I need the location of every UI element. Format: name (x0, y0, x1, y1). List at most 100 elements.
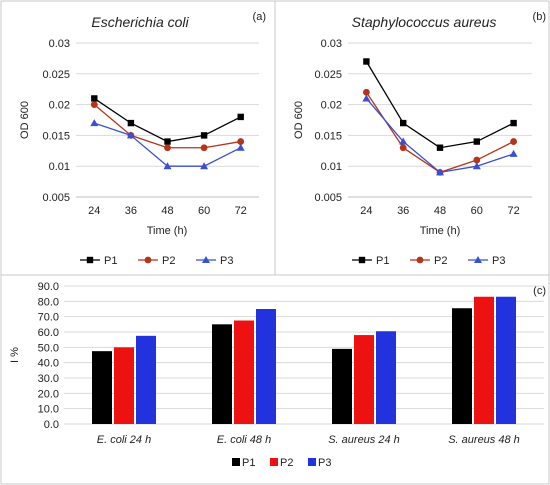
panel-c-x-tick-label: E. coli 24 h (97, 434, 151, 446)
panel-c-legend-p3-swatch (308, 458, 316, 466)
panel-c-y-tick-label: 40.0 (38, 358, 59, 370)
panel-c-bar-p1 (212, 324, 232, 424)
panel-b-legend-p1-marker (358, 256, 366, 264)
panel-a-y-axis-title: OD 600 (19, 101, 31, 139)
panel-b-series-p2-point (473, 156, 481, 164)
panel-a-title: Escherichia coli (91, 14, 189, 30)
panel-a-series-p3-point (90, 119, 99, 127)
panel-c-legend-p1-label: P1 (242, 457, 255, 469)
panel-b-series-p1-point (473, 138, 480, 145)
panel-c-y-tick-label: 30.0 (38, 373, 59, 385)
panel-b-x-tick-label: 24 (360, 205, 372, 217)
panel-a-x-tick-label: 48 (161, 205, 173, 217)
panel-c-y-tick-label: 70.0 (38, 312, 59, 324)
panel-b-y-tick-label: 0.03 (321, 38, 342, 50)
panel-c-bar-p3 (376, 331, 396, 424)
panel-a-series-p1-point (200, 132, 208, 139)
panel-a-series-p3-point (200, 162, 209, 170)
panel-a-legend-p1-label: P1 (104, 255, 117, 267)
panel-c-x-tick-label: E. coli 48 h (217, 434, 271, 446)
panel-a-label: (a) (253, 11, 266, 23)
panel-a-legend-p1-marker (86, 256, 94, 264)
panel-a-y-tick-label: 0.03 (49, 38, 70, 50)
panel-c-legend-p2-label: P2 (280, 457, 293, 469)
panel-a-x-tick-label: 36 (125, 205, 137, 217)
panel-c-y-tick-label: 50.0 (38, 342, 59, 354)
panel-b-series-p3-point (362, 94, 371, 102)
panel-a-legend-p2-label: P2 (162, 255, 175, 267)
panel-a-series-p1-point (237, 113, 244, 121)
panel-b-title: Staphylococcus aureus (352, 14, 497, 30)
panel-b-series-p3-point (509, 149, 518, 157)
panel-a-y-tick-label: 0.005 (42, 192, 70, 204)
panel-a-y-tick-label: 0.01 (49, 161, 70, 173)
panel-b-series-p1-point (510, 119, 517, 127)
panel-a-y-tick-label: 0.015 (42, 130, 70, 142)
panel-a-legend-p3-marker (202, 256, 210, 263)
panel-c-legend-p3-label: P3 (318, 457, 331, 469)
panel-b-legend-p3-label: P3 (492, 255, 505, 267)
panel-c-y-tick-label: 60.0 (38, 327, 59, 339)
panel-b-legend-p3-marker (474, 256, 482, 263)
panel-c-legend-p1-swatch (232, 458, 240, 466)
panel-a-y-tick-label: 0.025 (42, 69, 70, 81)
panel-c-frame (0, 274, 550, 485)
panel-a-series-p1-point (91, 95, 98, 102)
panel-a-series-p2-point (237, 138, 245, 145)
panel-a-x-tick-label: 72 (235, 205, 247, 217)
panel-b-series-p2-point (363, 88, 370, 96)
panel-a-series-p3-point (126, 131, 135, 139)
panel-a-series-p2-point (200, 144, 208, 152)
panel-c-y-tick-label: 10.0 (38, 404, 59, 416)
panel-a-series-p1-point (127, 119, 135, 127)
panel-b-label: (b) (533, 11, 546, 23)
panel-b-series-p2-point (510, 138, 517, 145)
panel-a-series-p3-point (236, 143, 245, 151)
panel-b-x-tick-label: 72 (507, 205, 519, 217)
panel-c-bar-p1 (452, 308, 472, 424)
panel-c-bar-p2 (234, 320, 254, 424)
panel-c-bar-p2 (114, 347, 134, 424)
panel-c-label: (c) (533, 285, 546, 297)
panel-a-series-p1-point (164, 138, 171, 145)
panel-b-series-p3-point (399, 137, 408, 145)
panel-b-x-axis-title: Time (h) (420, 225, 461, 237)
panel-b-series-p3-point (472, 162, 481, 170)
panel-b-y-tick-label: 0.005 (314, 192, 342, 204)
panel-c-y-tick-label: 80.0 (38, 296, 59, 308)
panel-a-x-axis-title: Time (h) (147, 225, 188, 237)
panel-c-legend-p2-swatch (270, 458, 278, 466)
panel-b-y-axis-title: OD 600 (293, 101, 305, 139)
panel-c-y-tick-label: 20.0 (38, 388, 59, 400)
panel-c-x-tick-label: S. aureus 48 h (448, 434, 520, 446)
panel-a-legend-p2-marker (144, 256, 152, 264)
panel-b-legend-p2-label: P2 (434, 255, 447, 267)
panel-b-series-p2-point (399, 144, 407, 152)
panel-b-series-p1-point (400, 119, 407, 127)
panel-b-y-tick-label: 0.025 (314, 69, 342, 81)
panel-c-y-tick-label: 0.0 (44, 419, 59, 431)
panel-a-x-tick-label: 24 (88, 205, 100, 217)
panel-b-y-tick-label: 0.015 (314, 130, 342, 142)
panel-b-x-tick-label: 36 (397, 205, 409, 217)
panel-c-y-axis-title: I % (9, 347, 21, 363)
panel-b-series-p1-point (436, 144, 444, 151)
panel-c-bar-p2 (354, 335, 374, 424)
panel-c-bar-p1 (92, 351, 112, 424)
panel-a-y-tick-label: 0.02 (49, 100, 70, 112)
panel-a-series-p2-point (164, 144, 171, 152)
panel-b-series-p3-point (436, 168, 444, 176)
panel-b-legend-p2-marker (416, 256, 424, 264)
panel-c-bar-p3 (256, 309, 276, 424)
panel-b-series-p1-point (363, 58, 370, 65)
plot-layer: 0.005 0.01 0.015 0.02 0.025 0.03 24 36 48 60 72 P1 P… (38, 38, 544, 469)
panel-a-series-p3-point (163, 162, 172, 170)
panel-b-y-tick-label: 0.02 (321, 100, 342, 112)
panel-c-y-tick-label: 90.0 (38, 281, 59, 293)
panel-b-x-tick-label: 48 (434, 205, 446, 217)
panel-c-bar-p3 (496, 296, 516, 424)
panel-c-x-tick-label: S. aureus 24 h (328, 434, 400, 446)
panel-b-x-tick-label: 60 (471, 205, 483, 217)
panel-b-legend-p1-label: P1 (376, 255, 389, 267)
